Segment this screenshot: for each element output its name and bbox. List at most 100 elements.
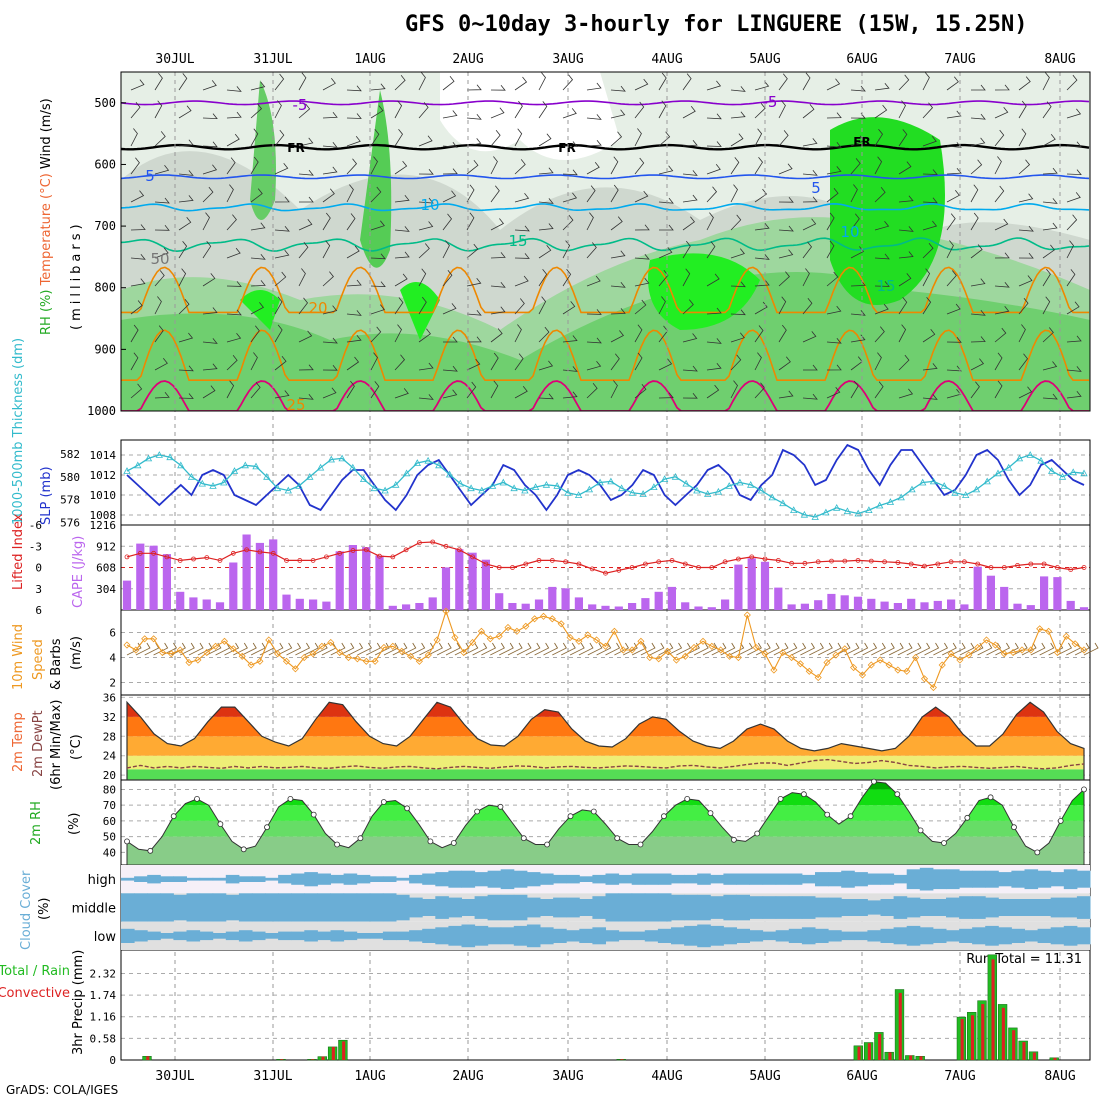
cloud-middle-bar bbox=[775, 896, 790, 919]
upper-wind-barb bbox=[442, 76, 455, 91]
upper-wind-barb bbox=[130, 383, 143, 399]
cloud-middle-bar bbox=[788, 896, 803, 919]
upper-wind-barb bbox=[394, 388, 409, 399]
wind-ylabel-3: & Barbs bbox=[49, 638, 64, 690]
rh-band bbox=[127, 836, 1084, 865]
upper-wind-barb bbox=[202, 164, 218, 175]
upper-wind-barb bbox=[682, 139, 698, 147]
upper-wind-barb bbox=[682, 268, 691, 287]
cape-bar bbox=[760, 561, 770, 610]
cloud-high-bar bbox=[710, 874, 724, 884]
cloud-middle-bar bbox=[1050, 897, 1065, 918]
wind-speed-point bbox=[132, 646, 140, 654]
upper-wind-barb bbox=[826, 337, 842, 344]
cloud-high-bar bbox=[880, 873, 895, 885]
upper-wind-barb bbox=[418, 296, 427, 315]
wind-ylabel-units: (m/s) bbox=[69, 636, 84, 670]
wind-speed-point bbox=[929, 683, 937, 692]
upper-wind-barb bbox=[274, 73, 285, 91]
precip-convective-bar bbox=[620, 1059, 624, 1060]
wind-speed-point bbox=[336, 648, 344, 657]
upper-wind-barb bbox=[802, 196, 818, 203]
cloud-high-bar bbox=[749, 873, 764, 885]
upper-wind-barb bbox=[394, 251, 410, 259]
cape-bar bbox=[441, 567, 451, 610]
cloud-low-bar bbox=[788, 928, 803, 943]
wind-speed-point bbox=[814, 673, 822, 682]
upper-wind-barb bbox=[250, 382, 261, 399]
contour-label: 25 bbox=[286, 396, 305, 414]
wind-barb bbox=[587, 642, 603, 656]
run-total-label: Run Total = 11.31 bbox=[966, 952, 1082, 967]
wind-speed-point bbox=[575, 637, 583, 645]
rh-point bbox=[824, 811, 831, 818]
cloud-middle-bar bbox=[815, 897, 829, 918]
upper-wind-barb bbox=[970, 336, 986, 343]
upper-wind-barb bbox=[562, 301, 576, 315]
cloud-middle-bar bbox=[946, 897, 960, 918]
upper-wind-barb bbox=[778, 249, 794, 259]
cloud-high-bar bbox=[762, 873, 777, 885]
upper-wind-barb bbox=[730, 309, 746, 316]
upper-wind-barb bbox=[442, 168, 458, 175]
thickness-point bbox=[757, 486, 766, 494]
upper-wind-barb bbox=[1018, 193, 1034, 203]
cloud-low-bar bbox=[448, 925, 462, 946]
cape-bar bbox=[867, 598, 876, 610]
temp-ylabel: 2m Temp bbox=[11, 712, 26, 772]
cloud-low-bar bbox=[618, 931, 633, 941]
upper-wind-barb bbox=[514, 298, 525, 315]
wind-barb bbox=[241, 642, 257, 656]
thickness-point bbox=[252, 462, 260, 470]
cloud-middle-bar bbox=[121, 893, 135, 922]
upper-wind-barb bbox=[754, 128, 763, 147]
thickness-point bbox=[402, 469, 411, 477]
upper-wind-barb bbox=[346, 356, 360, 371]
upper-wind-barb bbox=[874, 104, 888, 119]
wind-barb bbox=[516, 642, 532, 656]
upper-wind-barb bbox=[178, 365, 194, 372]
upper-wind-barb bbox=[442, 142, 458, 148]
precip-ylabel: Total / Rain bbox=[0, 964, 70, 979]
upper-wind-barb bbox=[1018, 353, 1029, 371]
upper-wind-barb bbox=[394, 195, 410, 203]
cloud-high-bar bbox=[775, 873, 790, 885]
rh-tick-label: 70 bbox=[103, 799, 116, 812]
cloud-high-bar bbox=[422, 873, 436, 885]
cloud-low-bar bbox=[199, 931, 214, 941]
upper-wind-barb bbox=[418, 135, 433, 147]
upper-wind-barb bbox=[586, 383, 598, 399]
li-point bbox=[882, 559, 887, 565]
upper-wind-barb bbox=[586, 337, 602, 344]
upper-wind-barb bbox=[1018, 297, 1029, 315]
thickness-tick-label: 582 bbox=[60, 448, 80, 461]
thickness-point bbox=[897, 493, 905, 501]
upper-wind-barb bbox=[466, 114, 482, 120]
li-point bbox=[815, 559, 821, 565]
cloud-high-bar bbox=[631, 873, 646, 885]
isotherm-25 bbox=[121, 329, 1089, 381]
thickness-point bbox=[1069, 468, 1077, 476]
wind-speed-point bbox=[477, 627, 485, 635]
cloud-high-bar bbox=[474, 872, 489, 887]
thickness-point bbox=[359, 475, 368, 482]
upper-wind-barb bbox=[490, 218, 505, 231]
upper-wind-barb bbox=[538, 198, 554, 204]
wind-barb bbox=[755, 642, 771, 656]
cloud-low-bar bbox=[317, 931, 331, 941]
li-tick-label: 6 bbox=[35, 604, 42, 617]
upper-wind-barb bbox=[946, 76, 959, 91]
upper-wind-barb bbox=[370, 304, 385, 315]
upper-wind-barb bbox=[514, 275, 529, 287]
wind-speed-point bbox=[398, 647, 406, 655]
rh-point bbox=[474, 808, 481, 815]
upper-wind-barb bbox=[346, 380, 355, 399]
upper-wind-barb bbox=[826, 212, 835, 231]
cloud-low-bar bbox=[173, 931, 187, 941]
upper-wind-barb bbox=[130, 324, 139, 343]
cape-bar bbox=[707, 607, 716, 610]
upper-wind-barb bbox=[922, 220, 938, 231]
cape-bar bbox=[295, 598, 304, 610]
wind-barb bbox=[791, 642, 807, 656]
upper-wind-barb bbox=[946, 303, 961, 315]
